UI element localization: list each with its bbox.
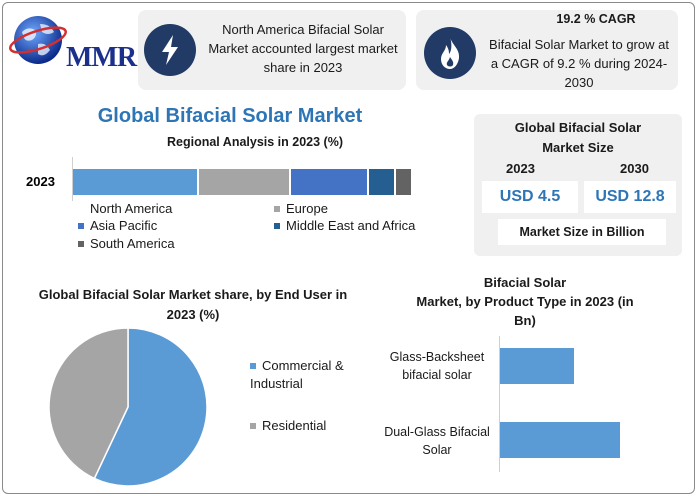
highlight-card-cagr: 19.2 % CAGR Bifacial Solar Market to gro… bbox=[416, 10, 678, 90]
legend-swatch bbox=[250, 362, 256, 369]
bar-segment-south-america bbox=[396, 169, 411, 195]
bar-segment-asia-pacific bbox=[290, 169, 367, 195]
regional-category-label: 2023 bbox=[26, 174, 55, 189]
globe-icon bbox=[9, 16, 67, 64]
legend-label: North America bbox=[90, 201, 173, 216]
product-axis bbox=[499, 336, 500, 472]
mmr-logo: MMR bbox=[8, 10, 137, 73]
legend-item-south-america: South America bbox=[78, 236, 175, 251]
pie-slice-residential bbox=[48, 327, 129, 480]
regional-axis bbox=[72, 157, 73, 201]
bar-segment-europe bbox=[198, 169, 289, 195]
cagr-headline: 19.2 % CAGR bbox=[556, 12, 636, 26]
legend-label: Asia Pacific bbox=[90, 218, 158, 233]
product-category-label: Glass-Backsheet bifacial solar bbox=[389, 350, 485, 382]
legend-label: Middle East and Africa bbox=[286, 218, 416, 233]
value-start: USD 4.5 bbox=[482, 181, 578, 213]
legend-item-north-america: North America bbox=[78, 201, 172, 216]
end-user-pie-chart bbox=[48, 327, 208, 487]
market-size-title: Global Bifacial Solar Market Size bbox=[514, 120, 642, 155]
pie-slice-commercial bbox=[93, 327, 208, 487]
logo-text: MMR bbox=[66, 42, 137, 73]
highlight-text: North America Bifacial Solar Market acco… bbox=[208, 22, 398, 75]
lightning-icon bbox=[162, 35, 178, 65]
highlight-text: Bifacial Solar Market to grow at a CAGR … bbox=[489, 37, 669, 90]
legend-swatch bbox=[274, 222, 280, 229]
market-size-box: Global Bifacial Solar Market Size 2023 20… bbox=[474, 114, 682, 256]
lightning-icon-circle bbox=[144, 24, 196, 76]
pie-chart-title: Global Bifacial Solar Market share, by E… bbox=[38, 287, 348, 322]
market-size-unit: Market Size in Billion bbox=[498, 219, 666, 245]
regional-chart-title: Regional Analysis in 2023 (%) bbox=[167, 135, 343, 149]
legend-swatch bbox=[250, 422, 256, 429]
legend-swatch bbox=[78, 205, 84, 212]
year-start: 2023 bbox=[506, 161, 535, 176]
product-category-label: Dual-Glass Bifacial Solar bbox=[384, 425, 490, 457]
bar-segment-mea bbox=[368, 169, 394, 195]
legend-label: Europe bbox=[286, 201, 328, 216]
flame-icon bbox=[441, 37, 460, 69]
flame-icon-circle bbox=[424, 27, 476, 79]
bar-segment-north-america bbox=[73, 169, 197, 195]
product-type-chart-title: Bifacial Solar Market, by Product Type in… bbox=[416, 275, 634, 328]
legend-label: Residential bbox=[262, 418, 327, 433]
legend-item-europe: Europe bbox=[274, 201, 328, 216]
value-end: USD 12.8 bbox=[584, 181, 676, 213]
legend-item-asia-pacific: Asia Pacific bbox=[78, 218, 157, 233]
pie-legend-commercial: Commercial & Industrial bbox=[250, 357, 360, 393]
pie-legend-residential: Residential bbox=[250, 417, 326, 435]
product-bar-glass-backsheet bbox=[500, 348, 574, 384]
legend-item-mea: Middle East and Africa bbox=[274, 218, 415, 233]
page-title: Global Bifacial Solar Market bbox=[97, 105, 363, 127]
legend-swatch bbox=[78, 240, 84, 247]
highlight-card-north-america: North America Bifacial Solar Market acco… bbox=[138, 10, 406, 90]
legend-label: South America bbox=[90, 236, 175, 251]
legend-swatch bbox=[78, 222, 84, 229]
legend-label: Commercial & Industrial bbox=[250, 358, 344, 391]
product-bar-dual-glass bbox=[500, 422, 621, 458]
year-end: 2030 bbox=[620, 161, 649, 176]
legend-swatch bbox=[274, 205, 280, 212]
